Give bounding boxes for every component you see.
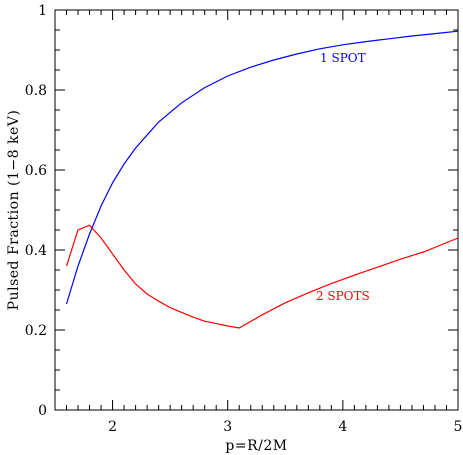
axis-ticks (55, 9, 459, 411)
annotations: 1 SPOT 2 SPOTS (316, 51, 370, 303)
series-layer (65, 30, 459, 329)
x-tick-label: 3 (223, 419, 232, 435)
series-annotation-2: 2 SPOTS (316, 289, 370, 303)
y-axis-label: Pulsed Fraction (1−8 keV) (6, 110, 22, 311)
series-line-2 (65, 224, 459, 329)
x-tick-label: 2 (108, 419, 117, 435)
series-annotation-1: 1 SPOT (320, 51, 366, 65)
tick-labels: 2 3 4 5 0 0.2 0.4 0.6 0.8 1 (25, 3, 463, 435)
y-tick-label: 0.6 (25, 163, 47, 179)
y-tick-label: 0 (38, 403, 47, 419)
y-tick-label: 0.8 (25, 83, 47, 99)
y-tick-label: 1 (38, 3, 47, 19)
y-tick-label: 0.2 (25, 323, 47, 339)
series-line-1 (65, 30, 459, 305)
plot-frame (54, 9, 459, 411)
x-tick-label: 4 (338, 419, 347, 435)
y-tick-label: 0.4 (25, 243, 47, 259)
x-axis-label: p=R/2M (225, 438, 287, 454)
x-tick-label: 5 (454, 419, 463, 435)
